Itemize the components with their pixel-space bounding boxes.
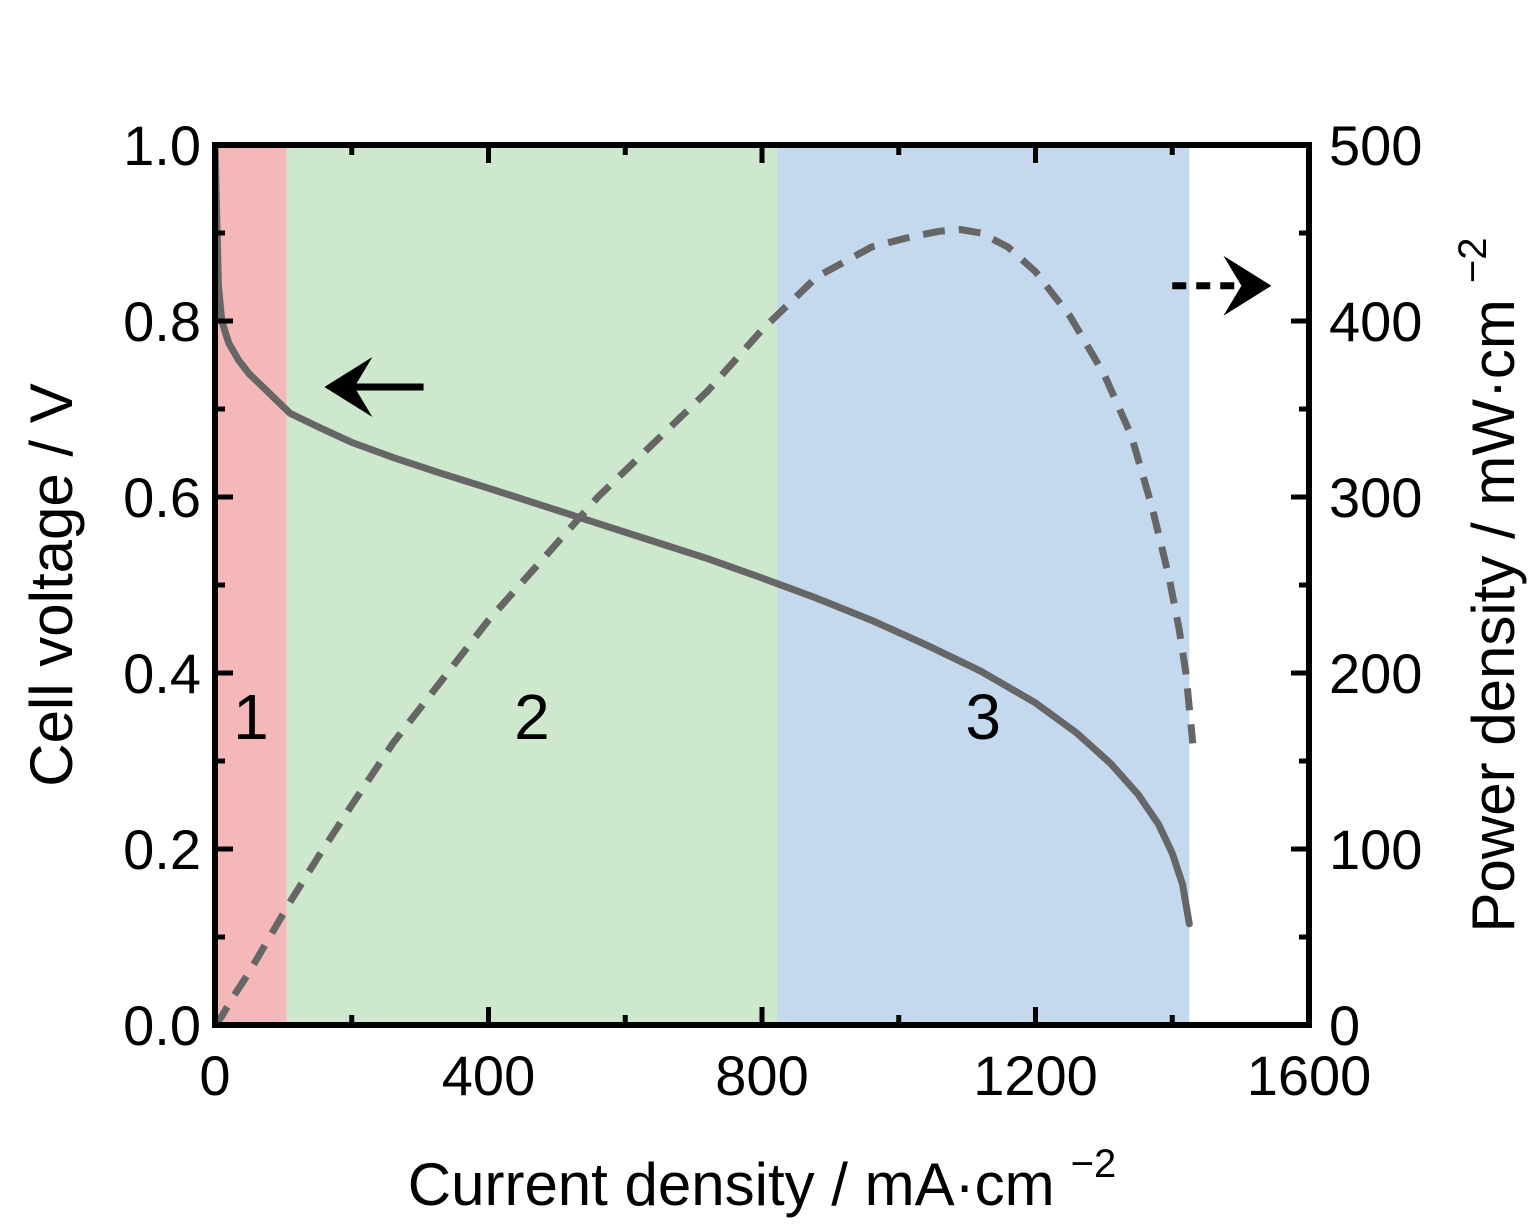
ticks-group [212,142,1312,1028]
region-2-shade [286,145,778,1025]
x-tick-label: 800 [715,1044,808,1107]
y-axis-right-title-text: Power density / mW·cm [1460,299,1527,932]
y-left-tick-label: 1.0 [123,114,201,177]
y-right-tick-label: 200 [1329,642,1422,705]
y-left-tick-label: 0.2 [123,818,201,881]
region-3-shade [777,145,1190,1025]
region-shading-group [215,145,1190,1025]
y-axis-right-title-superscript: −2 [1451,237,1495,283]
x-axis-title: Current density / mA·cm −2 [408,1142,1116,1218]
x-axis-title-text: Current density / mA·cm [408,1151,1055,1218]
power-axis-arrow-head [1223,255,1272,316]
x-tick-label: 0 [199,1044,230,1107]
region-1-shade [215,145,287,1025]
x-axis-title-superscript: −2 [1071,1142,1117,1186]
power-density-series-line [215,226,1197,1025]
y-left-tick-label: 0.8 [123,290,201,353]
tick-labels-group: 0 400 800 1200 1600 0.0 0.2 0.4 0.6 0.8 1.0 0 100 200… [123,114,1422,1107]
y-axis-left-title: Cell voltage / V [18,383,85,787]
series-group [215,145,1197,1025]
x-tick-label: 1200 [973,1044,1098,1107]
y-right-tick-label: 0 [1329,994,1360,1057]
y-right-tick-label: 300 [1329,466,1422,529]
region-labels-group: 1 2 3 [233,681,1001,753]
y-left-tick-label: 0.4 [123,642,201,705]
y-left-tick-label: 0.0 [123,994,201,1057]
y-right-tick-label: 400 [1329,290,1422,353]
annotations-group [324,255,1272,417]
region-2-label: 2 [514,681,550,753]
y-axis-right-title: Power density / mW·cm −2 [1451,237,1527,932]
x-tick-label: 400 [442,1044,535,1107]
y-left-tick-label: 0.6 [123,466,201,529]
region-3-label: 3 [965,681,1001,753]
region-1-label: 1 [233,681,269,753]
y-right-tick-label: 100 [1329,818,1422,881]
cell-voltage-series-line [215,145,1193,928]
voltage-axis-arrow-head [324,357,373,417]
x-tick-label: 1600 [1247,1044,1372,1107]
y-right-tick-label: 500 [1329,114,1422,177]
